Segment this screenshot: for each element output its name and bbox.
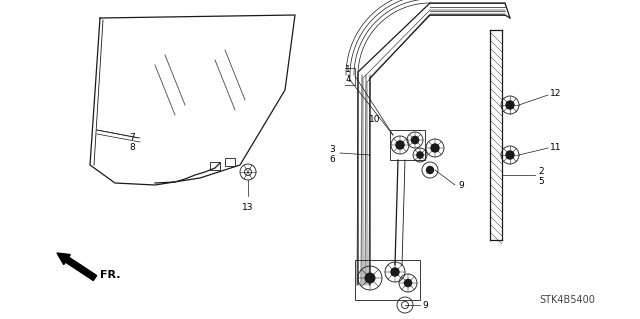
Text: 9: 9 — [422, 300, 428, 309]
Circle shape — [396, 141, 404, 149]
Text: 1: 1 — [345, 65, 351, 75]
Text: 10: 10 — [369, 115, 381, 124]
Circle shape — [431, 144, 439, 152]
Circle shape — [404, 279, 412, 286]
Text: 11: 11 — [550, 143, 561, 152]
Text: 12: 12 — [550, 88, 561, 98]
Text: 4: 4 — [345, 76, 351, 85]
Text: 8: 8 — [129, 144, 135, 152]
Bar — [210, 162, 220, 170]
Bar — [355, 260, 420, 300]
Text: 13: 13 — [243, 204, 253, 212]
Circle shape — [506, 101, 514, 109]
Circle shape — [412, 137, 419, 144]
Text: 2: 2 — [538, 167, 543, 176]
Circle shape — [506, 151, 514, 159]
Text: FR.: FR. — [100, 270, 120, 280]
Circle shape — [391, 268, 399, 276]
Bar — [225, 158, 235, 166]
FancyArrow shape — [57, 253, 97, 280]
Text: 3: 3 — [329, 145, 335, 154]
Text: 6: 6 — [329, 155, 335, 165]
Circle shape — [417, 152, 423, 158]
Text: STK4B5400: STK4B5400 — [539, 295, 595, 305]
Circle shape — [426, 167, 433, 174]
Text: 5: 5 — [538, 177, 544, 187]
Text: 7: 7 — [129, 133, 135, 143]
Bar — [390, 130, 425, 160]
Text: 9: 9 — [458, 181, 464, 189]
Circle shape — [365, 273, 375, 283]
